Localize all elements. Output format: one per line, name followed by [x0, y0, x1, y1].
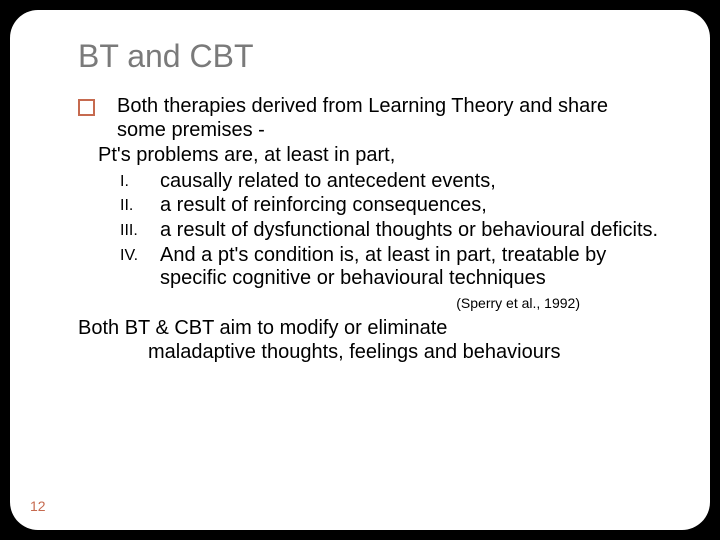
list-item-text: causally related to antecedent events,: [160, 170, 660, 194]
list-item: III. a result of dysfunctional thoughts …: [120, 219, 660, 243]
roman-numeral: I.: [120, 170, 160, 192]
list-item-text: a result of reinforcing consequences,: [160, 194, 660, 218]
intro-text: Both therapies derived from Learning The…: [117, 95, 660, 142]
roman-numeral: IV.: [120, 244, 160, 266]
bullet-square-icon: [78, 99, 95, 116]
conclusion-line-1: Both BT & CBT aim to modify or eliminate: [78, 317, 660, 341]
slide-body: Both therapies derived from Learning The…: [78, 95, 660, 364]
roman-list: I. causally related to antecedent events…: [120, 170, 660, 291]
list-item-text: a result of dysfunctional thoughts or be…: [160, 219, 660, 243]
conclusion: Both BT & CBT aim to modify or eliminate…: [78, 317, 660, 364]
slide-title: BT and CBT: [78, 38, 253, 75]
citation: (Sperry et al., 1992): [78, 295, 660, 312]
list-item-text: And a pt's condition is, at least in par…: [160, 244, 660, 291]
roman-numeral: III.: [120, 219, 160, 241]
bullet-row: Both therapies derived from Learning The…: [78, 95, 660, 142]
page-number: 12: [30, 498, 46, 514]
roman-numeral: II.: [120, 194, 160, 216]
list-item: II. a result of reinforcing consequences…: [120, 194, 660, 218]
slide: BT and CBT Both therapies derived from L…: [10, 10, 710, 530]
pt-line: Pt's problems are, at least in part,: [98, 144, 660, 168]
list-item: IV. And a pt's condition is, at least in…: [120, 244, 660, 291]
list-item: I. causally related to antecedent events…: [120, 170, 660, 194]
conclusion-line-2: maladaptive thoughts, feelings and behav…: [148, 341, 660, 365]
